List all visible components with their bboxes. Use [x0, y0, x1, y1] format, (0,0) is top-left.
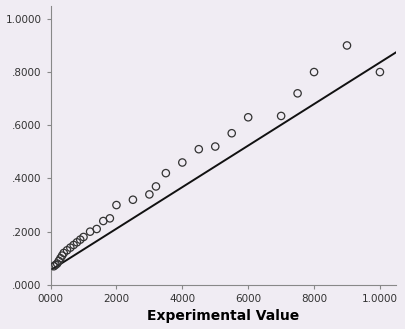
Point [57, 256, 64, 261]
Point [59, 253, 65, 258]
Point [377, 69, 383, 75]
Point [87, 229, 93, 234]
Point [52, 262, 59, 267]
Point [74, 240, 80, 245]
Point [153, 184, 159, 189]
Point [77, 237, 83, 242]
Point [245, 114, 252, 120]
Point [94, 226, 100, 232]
Point [294, 91, 301, 96]
Point [163, 170, 169, 176]
Point [113, 202, 120, 208]
Point [51, 264, 57, 269]
Point [179, 160, 185, 165]
Point [70, 242, 77, 248]
Point [100, 218, 107, 224]
Point [67, 245, 74, 250]
Point [60, 250, 67, 256]
Point [130, 197, 136, 202]
Point [344, 43, 350, 48]
X-axis label: Experimental Value: Experimental Value [147, 310, 300, 323]
Point [80, 234, 87, 240]
Point [64, 248, 70, 253]
Point [146, 192, 153, 197]
Point [55, 258, 62, 264]
Point [228, 131, 235, 136]
Point [311, 69, 317, 75]
Point [278, 113, 284, 118]
Point [212, 144, 218, 149]
Point [107, 216, 113, 221]
Point [196, 146, 202, 152]
Point [54, 261, 60, 266]
